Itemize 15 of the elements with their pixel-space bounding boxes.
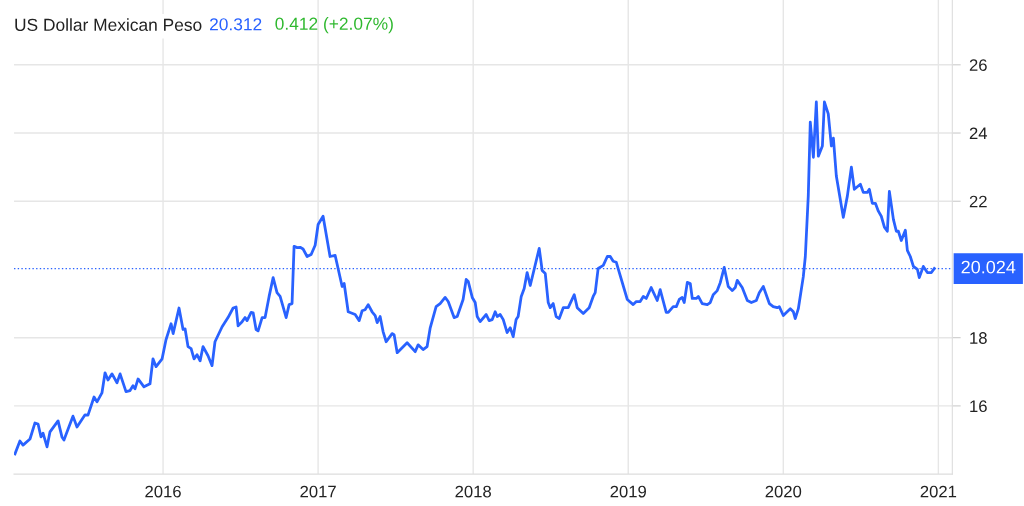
x-tick-label: 2019 [610, 485, 646, 498]
y-tick-label: 16 [970, 400, 987, 413]
text: US Dollar Mexican Peso [15, 18, 202, 31]
y-tick-label: 22 [969, 195, 987, 208]
y-tick-label: 18 [970, 332, 987, 344]
x-tick-label: 2021 [920, 485, 957, 498]
annotation: 20.312 [209, 18, 262, 31]
ref-line-label: 20.024 [961, 260, 1016, 274]
x-tick-label: 2016 [145, 485, 181, 498]
x-tick-label: 2018 [455, 485, 491, 498]
x-tick-label: 2017 [300, 485, 336, 498]
y-tick-label: 24 [969, 127, 988, 140]
x-tick-label: 2020 [765, 485, 802, 498]
y-tick-label: 26 [969, 59, 987, 72]
annotation: 0.412 (+2.07%) [275, 17, 393, 34]
